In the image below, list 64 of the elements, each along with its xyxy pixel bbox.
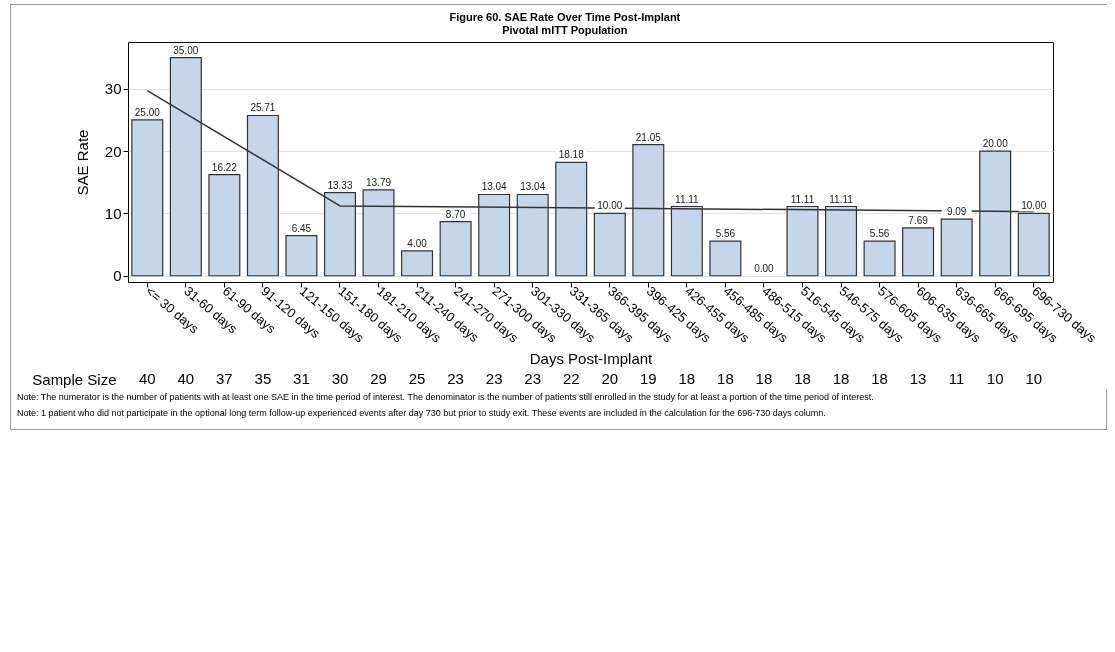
- bar: [131, 119, 164, 277]
- text: 22: [562, 370, 580, 387]
- text: 23: [485, 370, 503, 387]
- chart-subtitle: Pivotal mITT Population: [502, 23, 628, 36]
- data-label: 9.09: [946, 206, 967, 218]
- text: 40: [177, 370, 195, 387]
- text: 18: [794, 370, 811, 387]
- y-tick-label: 10: [104, 204, 122, 222]
- text: 19: [639, 370, 657, 387]
- text: 11: [948, 370, 965, 387]
- data-label: 11.11: [790, 193, 815, 205]
- data-label: 25.00: [134, 106, 161, 118]
- data-label: 21.05: [635, 131, 662, 143]
- text: 18: [678, 370, 696, 387]
- data-label: 13.33: [327, 179, 353, 191]
- data-label: 4.00: [407, 237, 428, 249]
- text: 10: [1025, 370, 1043, 387]
- data-label: 18.18: [558, 149, 585, 161]
- data-label: 13.04: [520, 181, 546, 193]
- y-tick-label: 20: [104, 142, 122, 160]
- text: 30: [331, 370, 349, 387]
- data-label: 8.70: [445, 208, 466, 220]
- data-label: 25.71: [250, 102, 276, 114]
- data-label: 5.56: [715, 228, 736, 240]
- text: 13: [909, 370, 927, 387]
- text: 18: [832, 370, 850, 387]
- bar: [593, 212, 626, 277]
- data-label: 0.00: [754, 262, 775, 274]
- data-label: 6.45: [291, 222, 312, 234]
- text: 18: [755, 370, 773, 387]
- text: Sample Size: [32, 370, 117, 388]
- data-label: 11.11: [675, 193, 700, 205]
- text: 10: [986, 370, 1004, 387]
- text: 40: [138, 370, 156, 387]
- data-label: 5.56: [869, 228, 890, 240]
- data-label: 7.69: [908, 214, 929, 226]
- text: 23: [447, 370, 464, 387]
- data-label: 10.00: [1021, 200, 1047, 212]
- y-tick-label: 0: [113, 267, 122, 285]
- text: 23: [524, 370, 542, 387]
- bar: [439, 220, 472, 277]
- data-label: 10.00: [597, 200, 623, 212]
- text: 18: [871, 370, 888, 387]
- text: 25: [408, 370, 426, 387]
- text: 29: [370, 370, 387, 387]
- y-axis-title: SAE Rate: [73, 129, 91, 196]
- text: 37: [216, 370, 233, 387]
- data-label: 13.04: [481, 181, 508, 193]
- text: 20: [601, 370, 619, 387]
- text: Note: The numerator is the number of patients with at least one SAE in the time period of interest. The denominator is the number of patients still enrolled in the study for at least a portion of the time period of interest.: [17, 391, 875, 404]
- text: 31: [293, 370, 310, 387]
- bar: [208, 174, 241, 277]
- chart-title: Figure 60. SAE Rate Over Time Post-Implant: [449, 10, 681, 23]
- data-label: 16.22: [211, 161, 238, 173]
- data-label: 11.11: [829, 193, 854, 205]
- text: 18: [717, 370, 734, 387]
- x-axis-title: Days Post-Implant: [529, 349, 654, 367]
- data-label: 35.00: [173, 44, 199, 56]
- bar: [940, 218, 973, 277]
- data-label: 20.00: [982, 138, 1009, 150]
- data-label: 13.79: [366, 176, 392, 188]
- text: Note: 1 patient who did not participate in the optional long term follow-up experienced events after day 730 but prior to study exit. These events are included in the calculation for the 696-730 days column.: [17, 407, 827, 420]
- text: 35: [254, 370, 272, 387]
- y-tick-label: 30: [104, 80, 122, 98]
